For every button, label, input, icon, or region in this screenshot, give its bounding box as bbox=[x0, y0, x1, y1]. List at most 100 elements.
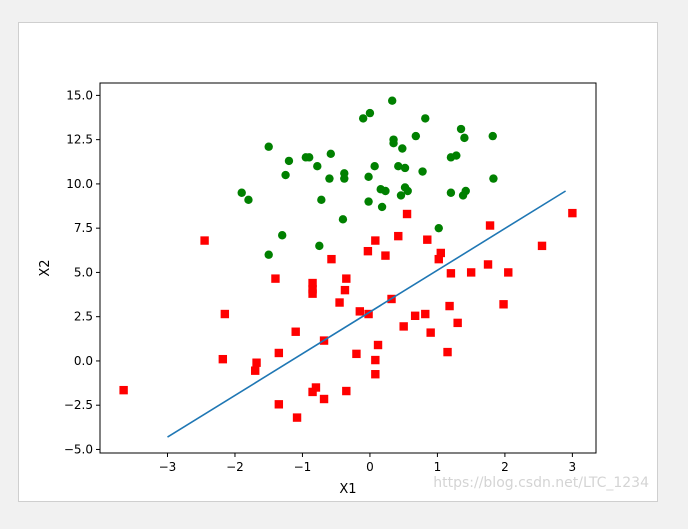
y-tick-label: 7.5 bbox=[74, 221, 93, 235]
y-tick-label: 15.0 bbox=[66, 88, 93, 102]
y-axis-label: X2 bbox=[38, 259, 53, 276]
plot-area bbox=[99, 82, 597, 454]
y-tick-label: 10.0 bbox=[66, 177, 93, 191]
y-tick-label: 12.5 bbox=[66, 133, 93, 147]
scatter-point-square bbox=[423, 235, 432, 244]
scatter-point-circle bbox=[377, 202, 387, 212]
scatter-point-square bbox=[499, 300, 508, 309]
scatter-point-circle bbox=[461, 186, 470, 196]
scatter-point-circle bbox=[370, 162, 379, 171]
scatter-point-circle bbox=[411, 131, 421, 141]
x-tick-label: −3 bbox=[159, 460, 177, 474]
scatter-point-square bbox=[483, 260, 493, 269]
scatter-point-square bbox=[311, 383, 321, 392]
scatter-point-circle bbox=[452, 151, 461, 160]
scatter-point-square bbox=[327, 254, 336, 264]
scatter-point-square bbox=[410, 311, 420, 320]
scatter-point-square bbox=[342, 386, 351, 396]
x-axis-label: X1 bbox=[339, 482, 356, 497]
scatter-point-circle bbox=[264, 142, 273, 151]
scatter-point-square bbox=[363, 246, 373, 256]
scatter-point-square bbox=[352, 349, 361, 359]
scatter-point-square bbox=[381, 251, 390, 260]
scatter-point-circle bbox=[394, 162, 403, 171]
x-tick-label: 0 bbox=[366, 460, 374, 474]
scatter-point-square bbox=[434, 254, 443, 264]
scatter-point-square bbox=[436, 248, 445, 258]
scatter-point-square bbox=[373, 340, 383, 350]
scatter-point-circle bbox=[364, 197, 373, 206]
scatter-chart: −3 −2 −1 0 1 2 3 −5.0 −2.5 0.0 2.5 5.0 7.5 10.0 12.5 1… bbox=[38, 82, 597, 497]
scatter-point-circle bbox=[418, 167, 427, 176]
x-tick-label: −1 bbox=[294, 460, 312, 474]
scatter-point-square bbox=[371, 355, 380, 365]
scatter-point-circle bbox=[278, 231, 287, 240]
scatter-point-circle bbox=[398, 144, 407, 153]
scatter-point-square bbox=[342, 274, 351, 283]
scatter-point-circle bbox=[244, 195, 253, 205]
scatter-point-square bbox=[453, 318, 462, 328]
scatter-point-circle bbox=[403, 186, 412, 196]
scatter-point-square bbox=[371, 370, 380, 379]
scatter-point-circle bbox=[460, 133, 469, 143]
scatter-point-square bbox=[252, 358, 261, 367]
scatter-point-square bbox=[119, 385, 128, 395]
scatter-point-square bbox=[568, 208, 577, 218]
scatter-point-square bbox=[335, 298, 344, 307]
scatter-point-circle bbox=[396, 191, 406, 200]
scatter-point-circle bbox=[284, 156, 294, 166]
scatter-point-circle bbox=[434, 223, 443, 233]
scatter-point-square bbox=[218, 354, 228, 364]
scatter-point-square bbox=[402, 209, 412, 219]
scatter-point-circle bbox=[325, 174, 334, 183]
scatter-point-circle bbox=[400, 163, 410, 173]
scatter-point-circle bbox=[489, 174, 498, 183]
scatter-point-square bbox=[421, 309, 430, 319]
scatter-point-square bbox=[466, 268, 476, 277]
scatter-point-square bbox=[537, 241, 547, 251]
scatter-point-circle bbox=[389, 135, 398, 144]
scatter-point-square bbox=[308, 289, 317, 298]
scatter-point-circle bbox=[340, 174, 349, 183]
scatter-point-square bbox=[308, 285, 317, 294]
y-tick-label: −5.0 bbox=[64, 442, 93, 456]
scatter-point-square bbox=[394, 231, 403, 241]
scatter-point-square bbox=[291, 327, 300, 336]
scatter-point-square bbox=[364, 309, 373, 319]
scatter-point-square bbox=[445, 301, 454, 311]
scatter-point-circle bbox=[364, 172, 373, 182]
scatter-point-square bbox=[271, 274, 280, 283]
x-tick-label: 3 bbox=[569, 460, 577, 474]
scatter-point-circle bbox=[317, 195, 326, 205]
scatter-point-square bbox=[446, 269, 456, 278]
scatter-point-circle bbox=[281, 170, 290, 180]
x-tick-label: −2 bbox=[226, 460, 244, 474]
scatter-point-square bbox=[274, 348, 284, 358]
scatter-point-circle bbox=[446, 188, 456, 197]
scatter-point-circle bbox=[388, 96, 397, 105]
y-tick-label: −2.5 bbox=[64, 398, 93, 412]
scatter-point-circle bbox=[381, 186, 390, 196]
scatter-point-circle bbox=[488, 131, 497, 141]
watermark-text: https://blog.csdn.net/LTC_1234 bbox=[433, 475, 649, 491]
scatter-point-square bbox=[251, 366, 260, 375]
y-tick-label: 0.0 bbox=[74, 354, 93, 368]
x-tick-label: 2 bbox=[501, 460, 509, 474]
scatter-point-circle bbox=[313, 162, 322, 171]
scatter-point-circle bbox=[264, 250, 273, 259]
y-tick-label: 2.5 bbox=[74, 310, 93, 324]
scatter-point-circle bbox=[456, 124, 466, 134]
scatter-point-square bbox=[485, 221, 495, 230]
scatter-point-square bbox=[504, 268, 513, 277]
scatter-point-circle bbox=[315, 241, 324, 251]
scatter-point-square bbox=[319, 394, 329, 404]
scatter-point-square bbox=[399, 322, 408, 331]
scatter-point-circle bbox=[365, 108, 375, 118]
scatter-point-square bbox=[443, 347, 452, 357]
scatter-point-square bbox=[274, 400, 284, 409]
scatter-point-circle bbox=[358, 114, 368, 123]
scatter-point-circle bbox=[304, 153, 314, 162]
scatter-point-square bbox=[355, 307, 365, 316]
scatter-point-circle bbox=[237, 188, 246, 197]
scatter-point-circle bbox=[421, 114, 430, 123]
